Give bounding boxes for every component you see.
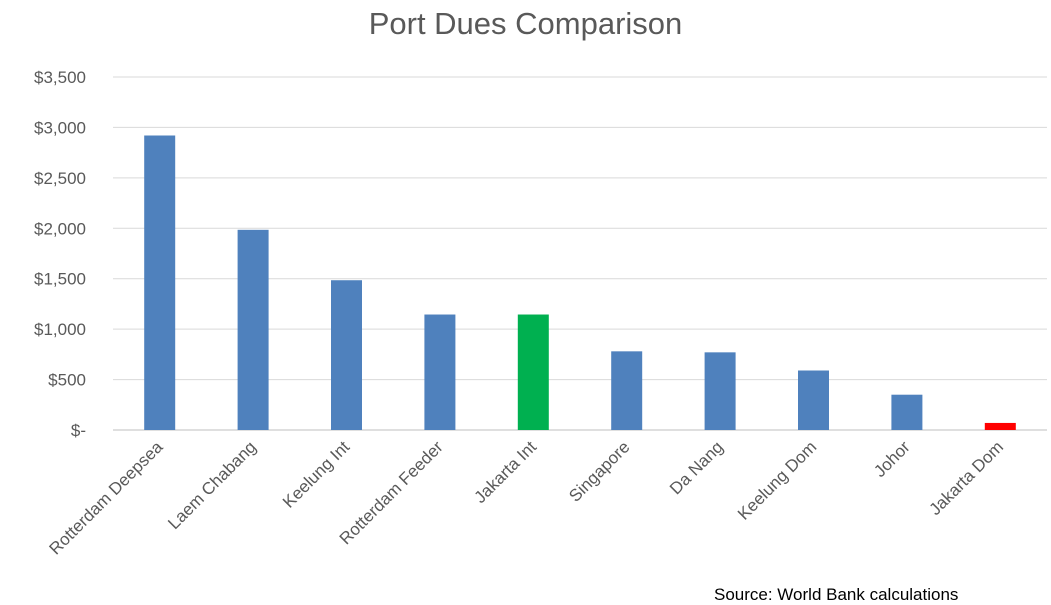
y-tick-label: $1,000 (34, 320, 86, 339)
x-tick-label: Da Nang (666, 437, 727, 498)
y-tick-label: $3,000 (34, 118, 86, 137)
x-tick-label: Rotterdam Deepsea (46, 437, 167, 558)
y-tick-label: $3,500 (34, 68, 86, 87)
x-tick-label: Jakarta Dom (926, 437, 1008, 519)
x-tick-label: Keelung Dom (734, 437, 820, 523)
x-tick-label: Laem Chabang (164, 437, 260, 533)
x-tick-label: Johor (870, 437, 914, 481)
chart-title: Port Dues Comparison (368, 6, 683, 41)
bar (611, 351, 643, 430)
x-tick-label: Jakarta Int (471, 437, 541, 507)
x-tick-label: Rotterdam Feeder (336, 437, 447, 548)
bar (424, 314, 456, 430)
x-tick-label: Keelung Int (279, 437, 353, 511)
bar (984, 422, 1016, 430)
bar (517, 314, 549, 430)
source-note: Source: World Bank calculations (714, 585, 959, 604)
bar (891, 394, 923, 430)
bar (144, 135, 176, 431)
x-tick-label: Singapore (565, 437, 633, 505)
bar (331, 280, 362, 430)
y-tick-label: $1,500 (34, 270, 86, 289)
y-tick-label: $2,000 (34, 219, 86, 238)
y-tick-label: $2,500 (34, 169, 86, 188)
y-tick-label: $- (71, 421, 86, 440)
bar (237, 229, 269, 430)
y-tick-label: $500 (48, 371, 86, 390)
bar (798, 370, 829, 430)
bar (704, 352, 736, 430)
